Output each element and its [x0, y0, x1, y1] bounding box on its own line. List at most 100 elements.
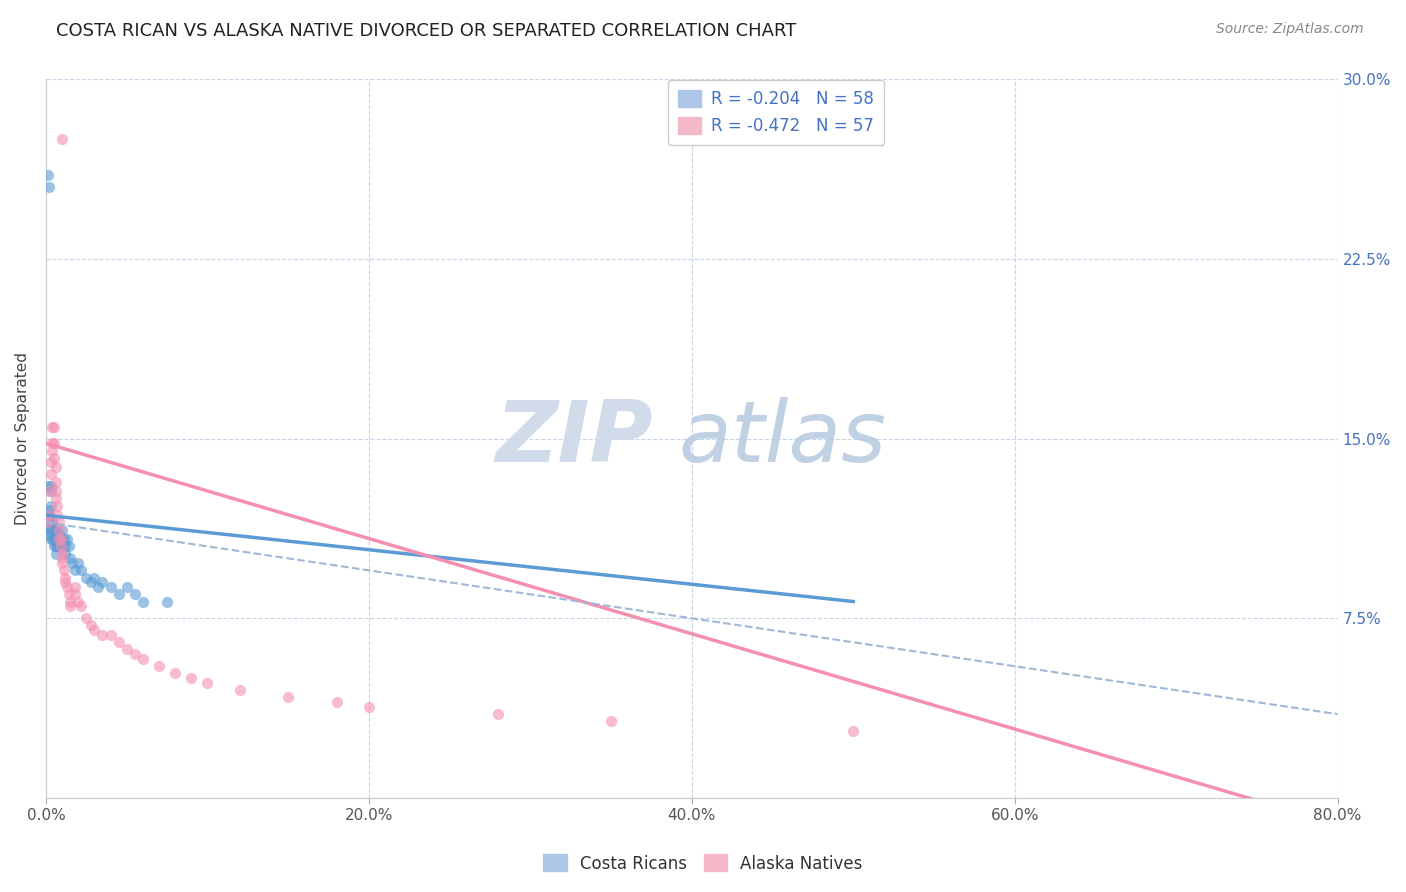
- Point: [45, 460, 67, 475]
- Point: [38, 179, 60, 194]
- Point: [41, 520, 63, 534]
- Point: [39, 484, 62, 499]
- Point: [53, 540, 76, 554]
- Point: [52, 532, 75, 546]
- Point: [45, 491, 67, 506]
- Point: [75, 611, 97, 625]
- Point: [38, 508, 60, 523]
- Point: [60, 556, 83, 570]
- Point: [42, 436, 65, 450]
- Point: [38, 508, 60, 523]
- Point: [63, 587, 86, 601]
- Point: [156, 594, 179, 608]
- Point: [42, 450, 65, 465]
- Point: [59, 599, 82, 614]
- Point: [600, 714, 623, 729]
- Point: [46, 499, 69, 513]
- Point: [277, 690, 299, 705]
- Point: [83, 624, 105, 638]
- Text: Source: ZipAtlas.com: Source: ZipAtlas.com: [1216, 22, 1364, 37]
- Point: [48, 527, 70, 541]
- Point: [59, 594, 82, 608]
- Point: [325, 695, 347, 709]
- Point: [100, 628, 122, 642]
- Point: [148, 659, 170, 673]
- Point: [53, 575, 76, 590]
- Point: [45, 540, 67, 554]
- Point: [91, 575, 114, 590]
- Point: [42, 527, 65, 541]
- Point: [39, 455, 62, 469]
- Point: [56, 532, 79, 546]
- Point: [39, 479, 62, 493]
- Point: [41, 443, 63, 458]
- Point: [70, 599, 93, 614]
- Point: [132, 594, 155, 608]
- Point: [115, 580, 138, 594]
- Point: [45, 475, 67, 489]
- Point: [38, 523, 60, 537]
- Point: [48, 540, 70, 554]
- Point: [45, 484, 67, 499]
- Point: [842, 723, 865, 738]
- Point: [41, 532, 63, 546]
- Point: [67, 594, 90, 608]
- Point: [67, 556, 90, 570]
- Point: [58, 587, 80, 601]
- Point: [52, 563, 75, 577]
- Point: [51, 532, 73, 546]
- Point: [63, 563, 86, 577]
- Text: ZIP: ZIP: [495, 397, 652, 480]
- Point: [53, 570, 76, 584]
- Y-axis label: Divorced or Separated: Divorced or Separated: [15, 352, 30, 525]
- Point: [48, 516, 70, 530]
- Point: [51, 132, 73, 146]
- Legend: Costa Ricans, Alaska Natives: Costa Ricans, Alaska Natives: [537, 847, 869, 880]
- Point: [46, 540, 69, 554]
- Point: [48, 532, 70, 546]
- Point: [49, 532, 72, 546]
- Text: COSTA RICAN VS ALASKA NATIVE DIVORCED OR SEPARATED CORRELATION CHART: COSTA RICAN VS ALASKA NATIVE DIVORCED OR…: [56, 22, 797, 40]
- Point: [38, 503, 60, 517]
- Point: [39, 467, 62, 482]
- Point: [42, 419, 65, 434]
- Point: [197, 676, 219, 690]
- Point: [49, 532, 72, 546]
- Point: [45, 547, 67, 561]
- Point: [80, 618, 103, 632]
- Point: [41, 436, 63, 450]
- Point: [58, 540, 80, 554]
- Point: [51, 551, 73, 566]
- Point: [59, 551, 82, 566]
- Point: [86, 580, 108, 594]
- Point: [486, 707, 509, 722]
- Point: [180, 671, 202, 685]
- Point: [63, 580, 86, 594]
- Point: [165, 666, 187, 681]
- Point: [56, 580, 79, 594]
- Point: [37, 479, 59, 493]
- Text: atlas: atlas: [679, 397, 887, 480]
- Point: [70, 563, 93, 577]
- Point: [42, 523, 65, 537]
- Point: [51, 547, 73, 561]
- Point: [41, 419, 63, 434]
- Point: [91, 628, 114, 642]
- Point: [51, 540, 73, 554]
- Point: [107, 587, 129, 601]
- Point: [38, 484, 60, 499]
- Point: [48, 523, 70, 537]
- Point: [39, 499, 62, 513]
- Point: [42, 540, 65, 554]
- Point: [37, 516, 59, 530]
- Point: [53, 547, 76, 561]
- Point: [49, 540, 72, 554]
- Point: [100, 580, 122, 594]
- Point: [46, 508, 69, 523]
- Point: [46, 532, 69, 546]
- Point: [41, 516, 63, 530]
- Point: [83, 570, 105, 584]
- Point: [357, 700, 380, 714]
- Point: [115, 642, 138, 657]
- Point: [49, 540, 72, 554]
